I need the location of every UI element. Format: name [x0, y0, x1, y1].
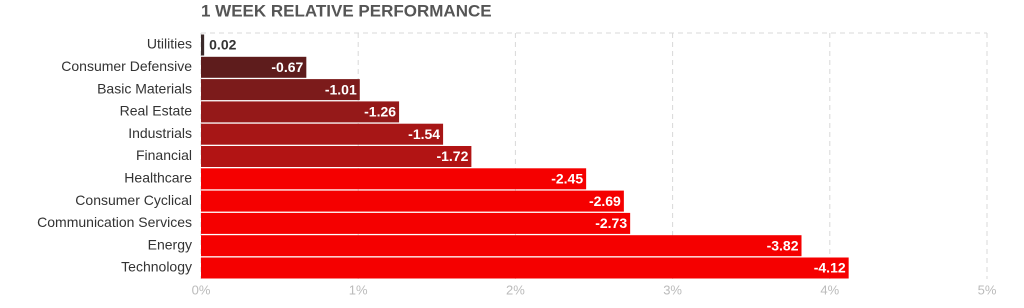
x-tick-label: 4% [820, 282, 839, 297]
x-tick-label: 0% [192, 282, 211, 297]
category-label: Real Estate [120, 103, 193, 119]
value-label: -0.67 [271, 59, 303, 75]
x-tick-label: 1% [349, 282, 368, 297]
category-label: Consumer Cyclical [75, 192, 192, 208]
bar [201, 123, 444, 145]
category-label: Basic Materials [97, 80, 192, 96]
category-label: Energy [148, 236, 192, 252]
category-label: Communication Services [37, 214, 192, 230]
category-label: Industrials [128, 125, 192, 141]
bar [201, 101, 400, 123]
value-label: -3.82 [767, 237, 799, 253]
bar [201, 235, 802, 257]
x-tick-label: 5% [978, 282, 997, 297]
value-label: -4.12 [814, 260, 846, 276]
bar [201, 34, 205, 56]
category-label: Utilities [147, 36, 192, 52]
value-label: -2.69 [589, 193, 621, 209]
x-tick-label: 3% [663, 282, 682, 297]
x-tick-label: 2% [506, 282, 525, 297]
bar [201, 56, 307, 78]
bar [201, 257, 849, 279]
category-label: Financial [136, 147, 192, 163]
value-label: -1.72 [436, 148, 468, 164]
category-label: Consumer Defensive [61, 58, 192, 74]
value-label: -1.26 [364, 104, 396, 120]
category-label: Healthcare [124, 170, 192, 186]
category-label: Technology [121, 259, 192, 275]
value-label: -2.45 [551, 171, 583, 187]
chart-title: 1 WEEK RELATIVE PERFORMANCE [201, 1, 492, 20]
bar [201, 146, 472, 167]
value-label: 0.02 [209, 37, 236, 53]
bar [201, 79, 360, 101]
value-label: -1.54 [408, 126, 440, 142]
value-label: -2.73 [595, 215, 627, 231]
bar [201, 190, 624, 212]
bar [201, 212, 631, 234]
value-label: -1.01 [325, 81, 357, 97]
bar [201, 168, 587, 190]
